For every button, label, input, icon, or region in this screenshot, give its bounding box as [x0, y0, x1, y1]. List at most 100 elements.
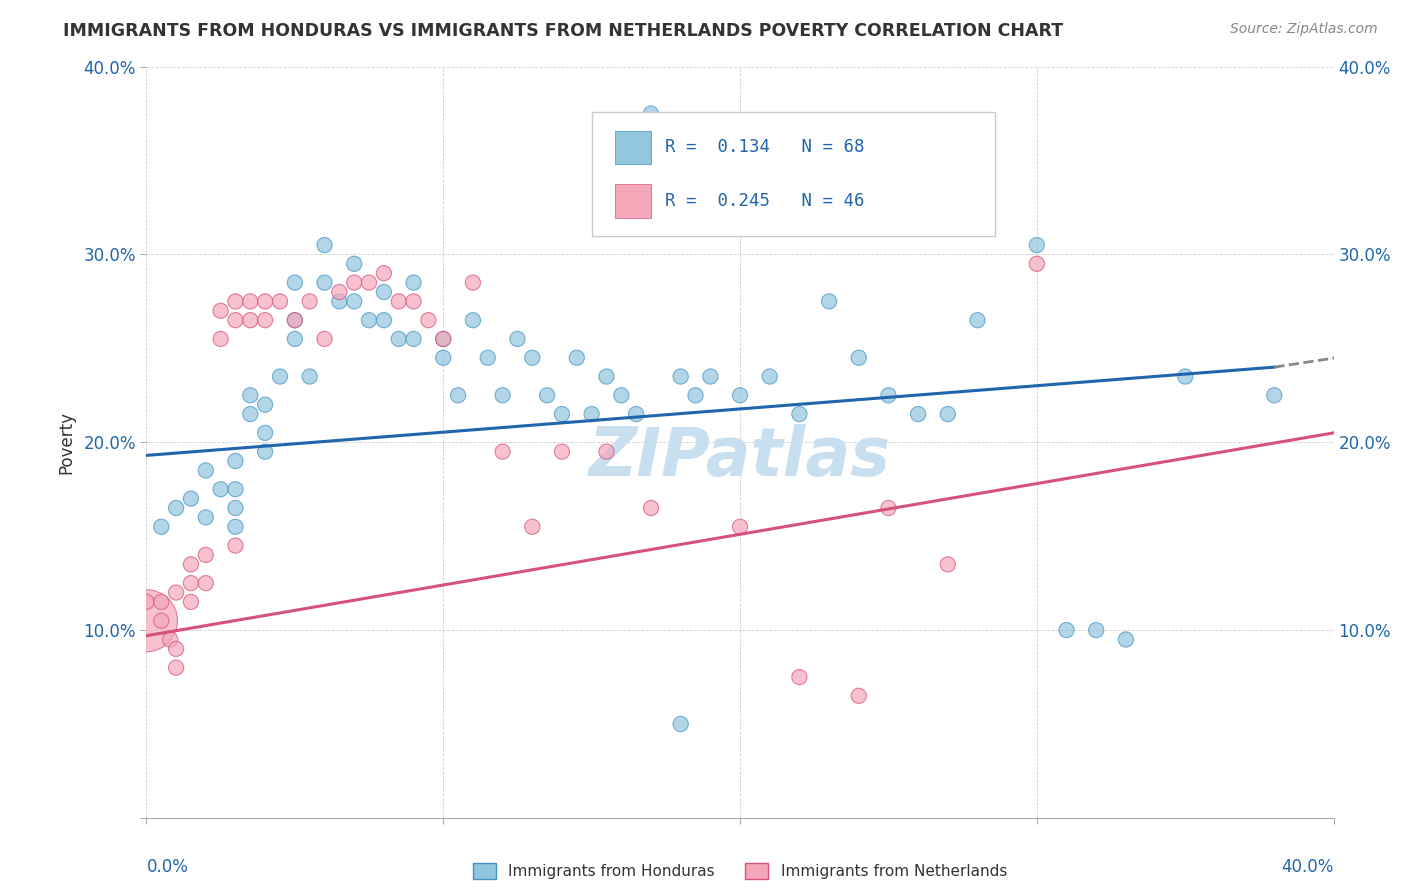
Point [209, 332, 232, 346]
Bar [616, 130, 651, 164]
Point [373, 313, 395, 327]
Point [595, 444, 617, 458]
Point [373, 285, 395, 299]
Point [298, 294, 321, 309]
Point [209, 303, 232, 318]
Point [239, 407, 262, 421]
Point [758, 369, 780, 384]
Point [269, 294, 291, 309]
Point [314, 276, 336, 290]
Bar [616, 184, 651, 218]
Point [402, 332, 425, 346]
Point [789, 407, 811, 421]
Point [699, 369, 721, 384]
Point [1056, 623, 1078, 637]
Point [595, 369, 617, 384]
Text: ZIPatlas: ZIPatlas [589, 425, 891, 491]
Point [343, 276, 366, 290]
Point [848, 351, 870, 365]
Point [447, 388, 470, 402]
Y-axis label: Poverty: Poverty [58, 410, 75, 474]
Point [624, 407, 647, 421]
Point [254, 294, 277, 309]
Point [669, 717, 692, 731]
Point [328, 285, 350, 299]
Point [551, 407, 574, 421]
Point [284, 313, 307, 327]
Point [728, 388, 751, 402]
Point [936, 558, 959, 572]
Point [357, 313, 380, 327]
Point [224, 501, 246, 516]
Point [461, 276, 484, 290]
Point [165, 501, 187, 516]
Point [224, 520, 246, 534]
Point [150, 614, 173, 628]
Point [432, 332, 454, 346]
Point [284, 276, 307, 290]
Text: R =  0.134   N = 68: R = 0.134 N = 68 [665, 138, 865, 156]
Point [254, 425, 277, 440]
Point [194, 576, 217, 591]
Point [522, 351, 544, 365]
Point [209, 482, 232, 496]
Point [224, 313, 246, 327]
Point [284, 313, 307, 327]
Point [432, 351, 454, 365]
Point [254, 398, 277, 412]
Point [640, 106, 662, 120]
Text: IMMIGRANTS FROM HONDURAS VS IMMIGRANTS FROM NETHERLANDS POVERTY CORRELATION CHAR: IMMIGRANTS FROM HONDURAS VS IMMIGRANTS F… [63, 22, 1063, 40]
Point [610, 388, 633, 402]
FancyBboxPatch shape [592, 112, 995, 235]
Point [536, 388, 558, 402]
Point [284, 332, 307, 346]
Point [254, 444, 277, 458]
Point [432, 332, 454, 346]
Point [180, 558, 202, 572]
Point [506, 332, 529, 346]
Text: Source: ZipAtlas.com: Source: ZipAtlas.com [1230, 22, 1378, 37]
Point [581, 407, 603, 421]
Point [159, 632, 181, 647]
Point [565, 351, 588, 365]
Point [551, 444, 574, 458]
Point [848, 689, 870, 703]
Point [269, 369, 291, 384]
Point [180, 595, 202, 609]
Point [298, 369, 321, 384]
Point [254, 313, 277, 327]
Point [491, 388, 513, 402]
Point [818, 294, 841, 309]
Point [194, 548, 217, 562]
Point [314, 238, 336, 252]
Point [877, 501, 900, 516]
Point [685, 388, 707, 402]
Point [640, 501, 662, 516]
Point [343, 294, 366, 309]
Point [522, 520, 544, 534]
Point [491, 444, 513, 458]
Point [373, 266, 395, 280]
Point [388, 294, 411, 309]
Point [1115, 632, 1137, 647]
Point [1025, 257, 1047, 271]
Point [165, 641, 187, 656]
Point [402, 294, 425, 309]
Point [907, 407, 929, 421]
Point [194, 510, 217, 524]
Point [328, 294, 350, 309]
Point [224, 294, 246, 309]
Point [239, 313, 262, 327]
Point [135, 595, 157, 609]
Point [239, 388, 262, 402]
Legend: Immigrants from Honduras, Immigrants from Netherlands: Immigrants from Honduras, Immigrants fro… [467, 857, 1014, 886]
Point [728, 520, 751, 534]
Point [402, 276, 425, 290]
Point [418, 313, 440, 327]
Point [461, 313, 484, 327]
Point [669, 369, 692, 384]
Point [936, 407, 959, 421]
Point [180, 491, 202, 506]
Point [150, 595, 173, 609]
Point [165, 660, 187, 674]
